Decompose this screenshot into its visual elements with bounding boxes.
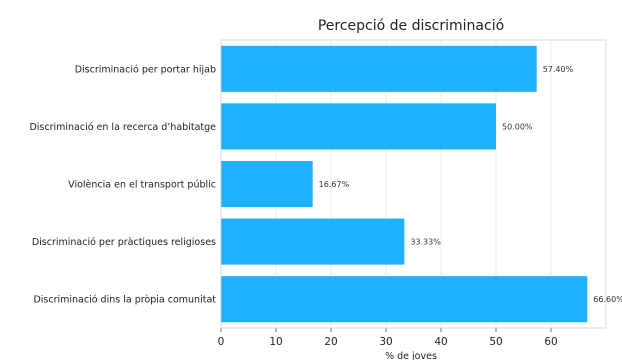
data-label: 57.40%	[543, 65, 574, 74]
data-labels: 57.40% 50.00% 16.67% 33.33% 66.60%	[319, 65, 622, 304]
x-axis-label: % de joves	[385, 351, 437, 360]
category-label: Violència en el transport públic	[68, 180, 216, 191]
bar	[221, 45, 537, 92]
data-label: 66.60%	[593, 295, 622, 304]
bar	[221, 103, 496, 150]
bar	[221, 160, 313, 208]
plot-frame	[220, 39, 607, 329]
category-label: Discriminació per pràctiques religioses	[32, 237, 216, 248]
bar	[221, 276, 588, 323]
bars	[221, 45, 588, 323]
category-label: Discriminació per portar hijab	[75, 64, 216, 75]
category-labels: Discriminació per portar hijab Discrimina…	[29, 64, 216, 305]
x-tick-label: 30	[379, 336, 392, 348]
x-tick-label: 40	[434, 336, 447, 348]
x-tick-label: 20	[324, 336, 337, 348]
category-label: Discriminació en la recerca d’habitatge	[29, 122, 216, 133]
x-ticks: 0 10 20 30 40 50 60	[218, 328, 558, 348]
x-tick-label: 50	[489, 336, 502, 348]
data-label: 50.00%	[502, 122, 533, 131]
data-label: 16.67%	[319, 180, 350, 189]
chart-title: Percepció de discriminació	[318, 18, 504, 34]
category-label: Discriminació dins la pròpia comunitat	[33, 295, 216, 306]
x-tick-label: 0	[218, 336, 225, 348]
data-label: 33.33%	[410, 238, 441, 247]
x-tick-label: 60	[544, 336, 557, 348]
bar	[221, 218, 405, 265]
x-tick-label: 10	[269, 336, 282, 348]
